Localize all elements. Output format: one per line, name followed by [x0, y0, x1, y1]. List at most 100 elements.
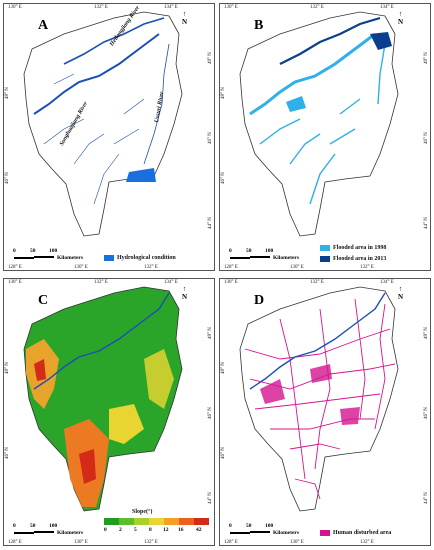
- slope-break-label: 5: [134, 527, 137, 533]
- left-tick: 48° N: [5, 87, 10, 99]
- scale-label: 50: [30, 248, 36, 254]
- scale-bar: [34, 531, 54, 533]
- panel-b: B ↑ N 130° E 132° E 134° E 128° E 130° E …: [219, 3, 431, 271]
- bottom-tick: 130° E: [290, 265, 304, 270]
- right-tick: 46° N: [208, 132, 213, 144]
- right-tick: 44° N: [208, 217, 213, 229]
- top-tick: 130° E: [224, 280, 238, 285]
- left-tick: 46° N: [221, 447, 226, 459]
- songhuajiang-river-line: [33, 33, 160, 115]
- left-tick: 46° N: [5, 172, 10, 184]
- heilongjiang-river-line: [63, 17, 165, 65]
- legend-label: Human disturbed area: [333, 530, 392, 536]
- scale-label: 50: [246, 523, 252, 529]
- slope-color-ramp: [104, 518, 209, 525]
- north-arrow-icon: ↑ N: [398, 285, 404, 301]
- panel-a: A ↑ N 130° E 132° E 134° E 128° E 130° E …: [3, 3, 215, 271]
- scale-label: 0: [229, 248, 232, 254]
- scale-bar: [250, 531, 270, 533]
- slope-peak-south: [79, 449, 96, 484]
- bottom-tick: 128° E: [224, 540, 238, 545]
- panel-c: C ↑ N 130° E 132° E 134° E 128° E 130° E …: [3, 278, 215, 546]
- map-c-drawing: [23, 286, 183, 512]
- bottom-tick: 130° E: [74, 540, 88, 545]
- top-tick: 132° E: [310, 5, 324, 10]
- slope-break-label: 12: [163, 527, 169, 533]
- slope-legend-title: Slope(°): [132, 509, 153, 515]
- scale-unit: Kilometers: [273, 530, 299, 536]
- slope-swatch: [134, 518, 149, 525]
- north-arrow-icon: ↑ N: [182, 10, 188, 26]
- panel-letter: A: [38, 18, 49, 33]
- scale-unit: Kilometers: [57, 255, 83, 261]
- bottom-tick: 132° E: [144, 540, 158, 545]
- right-tick: 44° N: [208, 492, 213, 504]
- scale-label: 0: [13, 248, 16, 254]
- scale-unit: Kilometers: [273, 255, 299, 261]
- legend-swatch: [320, 256, 330, 262]
- top-tick: 132° E: [310, 280, 324, 285]
- slope-break-label: 8: [149, 527, 152, 533]
- legend-label: Flooded area in 2013: [333, 256, 387, 262]
- right-tick: 48° N: [208, 327, 213, 339]
- flooded-2013-patch: [370, 32, 392, 50]
- slope-break-label: 42: [196, 527, 202, 533]
- right-tick: 44° N: [424, 492, 429, 504]
- top-tick: 130° E: [224, 5, 238, 10]
- scale-label: 0: [13, 523, 16, 529]
- scale-label: 50: [246, 248, 252, 254]
- flooded-1998-river: [249, 32, 376, 116]
- bottom-tick: 128° E: [8, 265, 22, 270]
- slope-swatch: [179, 518, 194, 525]
- slope-swatch: [194, 518, 209, 525]
- panel-d: D ↑ N 130° E 132° E 134° E 128° E 130° E …: [219, 278, 431, 546]
- slope-break-label: 0: [104, 527, 107, 533]
- north-arrow-icon: ↑ N: [398, 10, 404, 26]
- bottom-tick: 132° E: [360, 265, 374, 270]
- right-tick: 44° N: [424, 217, 429, 229]
- slope-mid-south: [109, 404, 144, 444]
- top-tick: 134° E: [380, 5, 394, 10]
- right-tick: 46° N: [208, 407, 213, 419]
- slope-peak-west: [34, 359, 46, 381]
- scale-bar: [230, 257, 250, 259]
- scale-label: 0: [229, 523, 232, 529]
- top-tick: 130° E: [8, 5, 22, 10]
- panel-letter: C: [38, 293, 49, 308]
- right-tick: 46° N: [424, 132, 429, 144]
- right-tick: 48° N: [424, 327, 429, 339]
- slope-swatch: [104, 518, 119, 525]
- scale-bar: [34, 256, 54, 258]
- left-tick: 46° N: [5, 447, 10, 459]
- top-tick: 132° E: [94, 280, 108, 285]
- right-tick: 48° N: [424, 52, 429, 64]
- slope-swatch: [164, 518, 179, 525]
- right-tick: 46° N: [424, 407, 429, 419]
- bottom-tick: 132° E: [360, 540, 374, 545]
- top-tick: 134° E: [164, 280, 178, 285]
- north-arrow-icon: ↑ N: [182, 285, 188, 301]
- scale-label: 100: [49, 248, 58, 254]
- slope-break-label: 2: [119, 527, 122, 533]
- study-area-boundary: [239, 286, 399, 512]
- river-line: [33, 292, 170, 390]
- scale-unit: Kilometers: [57, 530, 83, 536]
- human-disturbed-cluster: [260, 364, 360, 425]
- scale-label: 100: [49, 523, 58, 529]
- right-tick: 48° N: [208, 52, 213, 64]
- panel-letter: D: [254, 293, 265, 308]
- lake-polygon: [126, 168, 156, 182]
- legend-swatch: [104, 255, 114, 261]
- flooded-1998-tributaries: [259, 43, 386, 205]
- scale-bar: [14, 532, 34, 534]
- bottom-tick: 128° E: [8, 540, 22, 545]
- study-area-boundary: [23, 11, 183, 237]
- map-b-drawing: [239, 11, 399, 237]
- map-a-drawing: [23, 11, 183, 237]
- left-tick: 48° N: [5, 362, 10, 374]
- ussuri-river-line: [143, 43, 170, 165]
- slope-mid-east: [144, 349, 174, 409]
- flooded-1998-patch: [286, 96, 306, 112]
- scale-bar: [230, 532, 250, 534]
- legend-swatch: [320, 530, 330, 536]
